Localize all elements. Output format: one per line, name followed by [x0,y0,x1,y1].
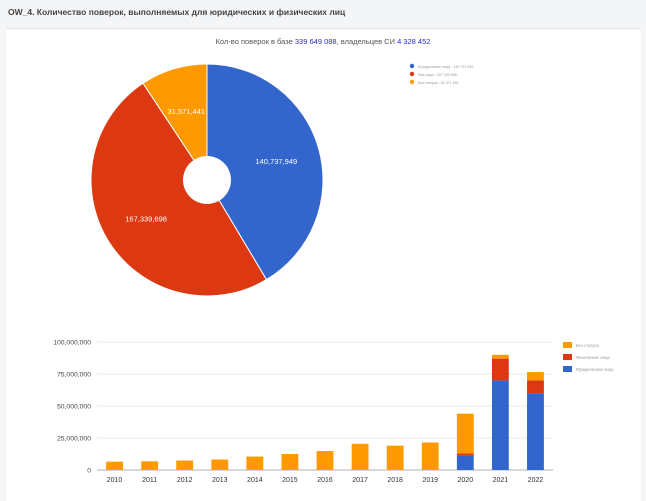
bar-2016-series-2 [316,451,334,470]
pie-slice-label-2: 31,571,441 [168,107,206,116]
bar-legend-marker-1 [563,354,572,360]
bar-legend-label-2: Юридические лица [576,367,614,372]
bar-legend-marker-2 [563,366,572,372]
bar-2012-series-2 [176,460,194,470]
bar-ytick-label-3: 75,000,000 [57,372,91,379]
bar-2017-series-2 [351,443,369,470]
bar-xtick-label-7: 2017 [352,477,368,484]
summary-middle: , владельцев СИ [336,37,395,46]
bar-2015-series-2 [281,454,299,470]
pie-chart: 140,737,949 167,339,698 31,571,441 Юридичес… [90,63,473,297]
bar-2013-series-2 [211,459,229,470]
bar-xtick-label-2: 2012 [177,477,193,484]
bar-2020-series-1 [456,453,474,456]
bar-2022-series-0 [527,393,544,470]
bar-2010-series-2 [106,461,123,470]
bar-2021-series-0 [491,380,509,470]
bar-2014-series-2 [246,456,264,470]
pie-slice-0 [206,63,324,281]
bar-xtick-label-3: 2013 [212,477,228,484]
summary-prefix: Кол-во поверок в базе [215,37,293,46]
bar-ytick-label-2: 50,000,000 [57,404,91,411]
summary-owners: 4 328 452 [397,37,431,46]
bar-xtick-label-6: 2016 [317,477,333,484]
pie-legend-label-0: Юридические лица - 140 737 949 [418,65,473,69]
bar-2019-series-2 [421,442,439,470]
bar-xtick-label-4: 2014 [247,477,263,484]
pie-donut-hole [183,156,231,204]
pie-slice-1 [90,82,268,297]
pie-slice-label-0: 140,737,949 [255,157,297,166]
bar-legend-marker-0 [563,342,572,348]
pie-legend-label-2: Без статуса - 31 571 441 [418,81,459,85]
pie-legend-label-1: Физ.лица - 167 339 698 [418,73,457,77]
pie-legend-marker-0 [409,63,415,69]
bar-xtick-label-1: 2011 [142,477,157,484]
pie-legend-marker-1 [409,71,415,77]
bar-ytick-label-1: 25,000,000 [57,436,91,443]
bar-xtick-label-11: 2021 [493,477,509,484]
page-title: OW_4. Количество поверок, выполняемых дл… [8,7,346,17]
bar-2020-series-0 [456,455,474,470]
summary-line: Кол-во поверок в базе 339 649 088, владе… [0,37,646,46]
pie-legend-marker-2 [409,79,415,85]
bar-ytick-label-0: 0 [87,468,91,475]
summary-total: 339 649 088 [294,37,337,46]
bar-2022-series-1 [527,380,544,394]
bar-xtick-label-10: 2020 [458,477,474,484]
bar-xtick-label-8: 2018 [387,477,403,484]
bar-xtick-label-5: 2015 [282,477,298,484]
pie-slice-2 [142,63,208,182]
bar-2021-series-1 [491,358,509,381]
bar-2021-series-2 [491,354,509,359]
bar-2018-series-2 [386,445,404,470]
bar-xtick-label-9: 2019 [422,477,438,484]
bar-2011-series-2 [141,461,159,470]
bar-ytick-label-4: 100,000,000 [53,340,91,347]
bar-xtick-label-12: 2022 [528,477,544,484]
bar-legend-label-1: Физические лица [576,355,610,360]
pie-slice-label-1: 167,339,698 [125,214,167,223]
bar-legend-label-0: Без статуса [576,343,599,348]
bar-xtick-label-0: 2010 [107,477,123,484]
bar-2020-series-2 [456,413,474,454]
bar-2022-series-2 [527,372,544,381]
